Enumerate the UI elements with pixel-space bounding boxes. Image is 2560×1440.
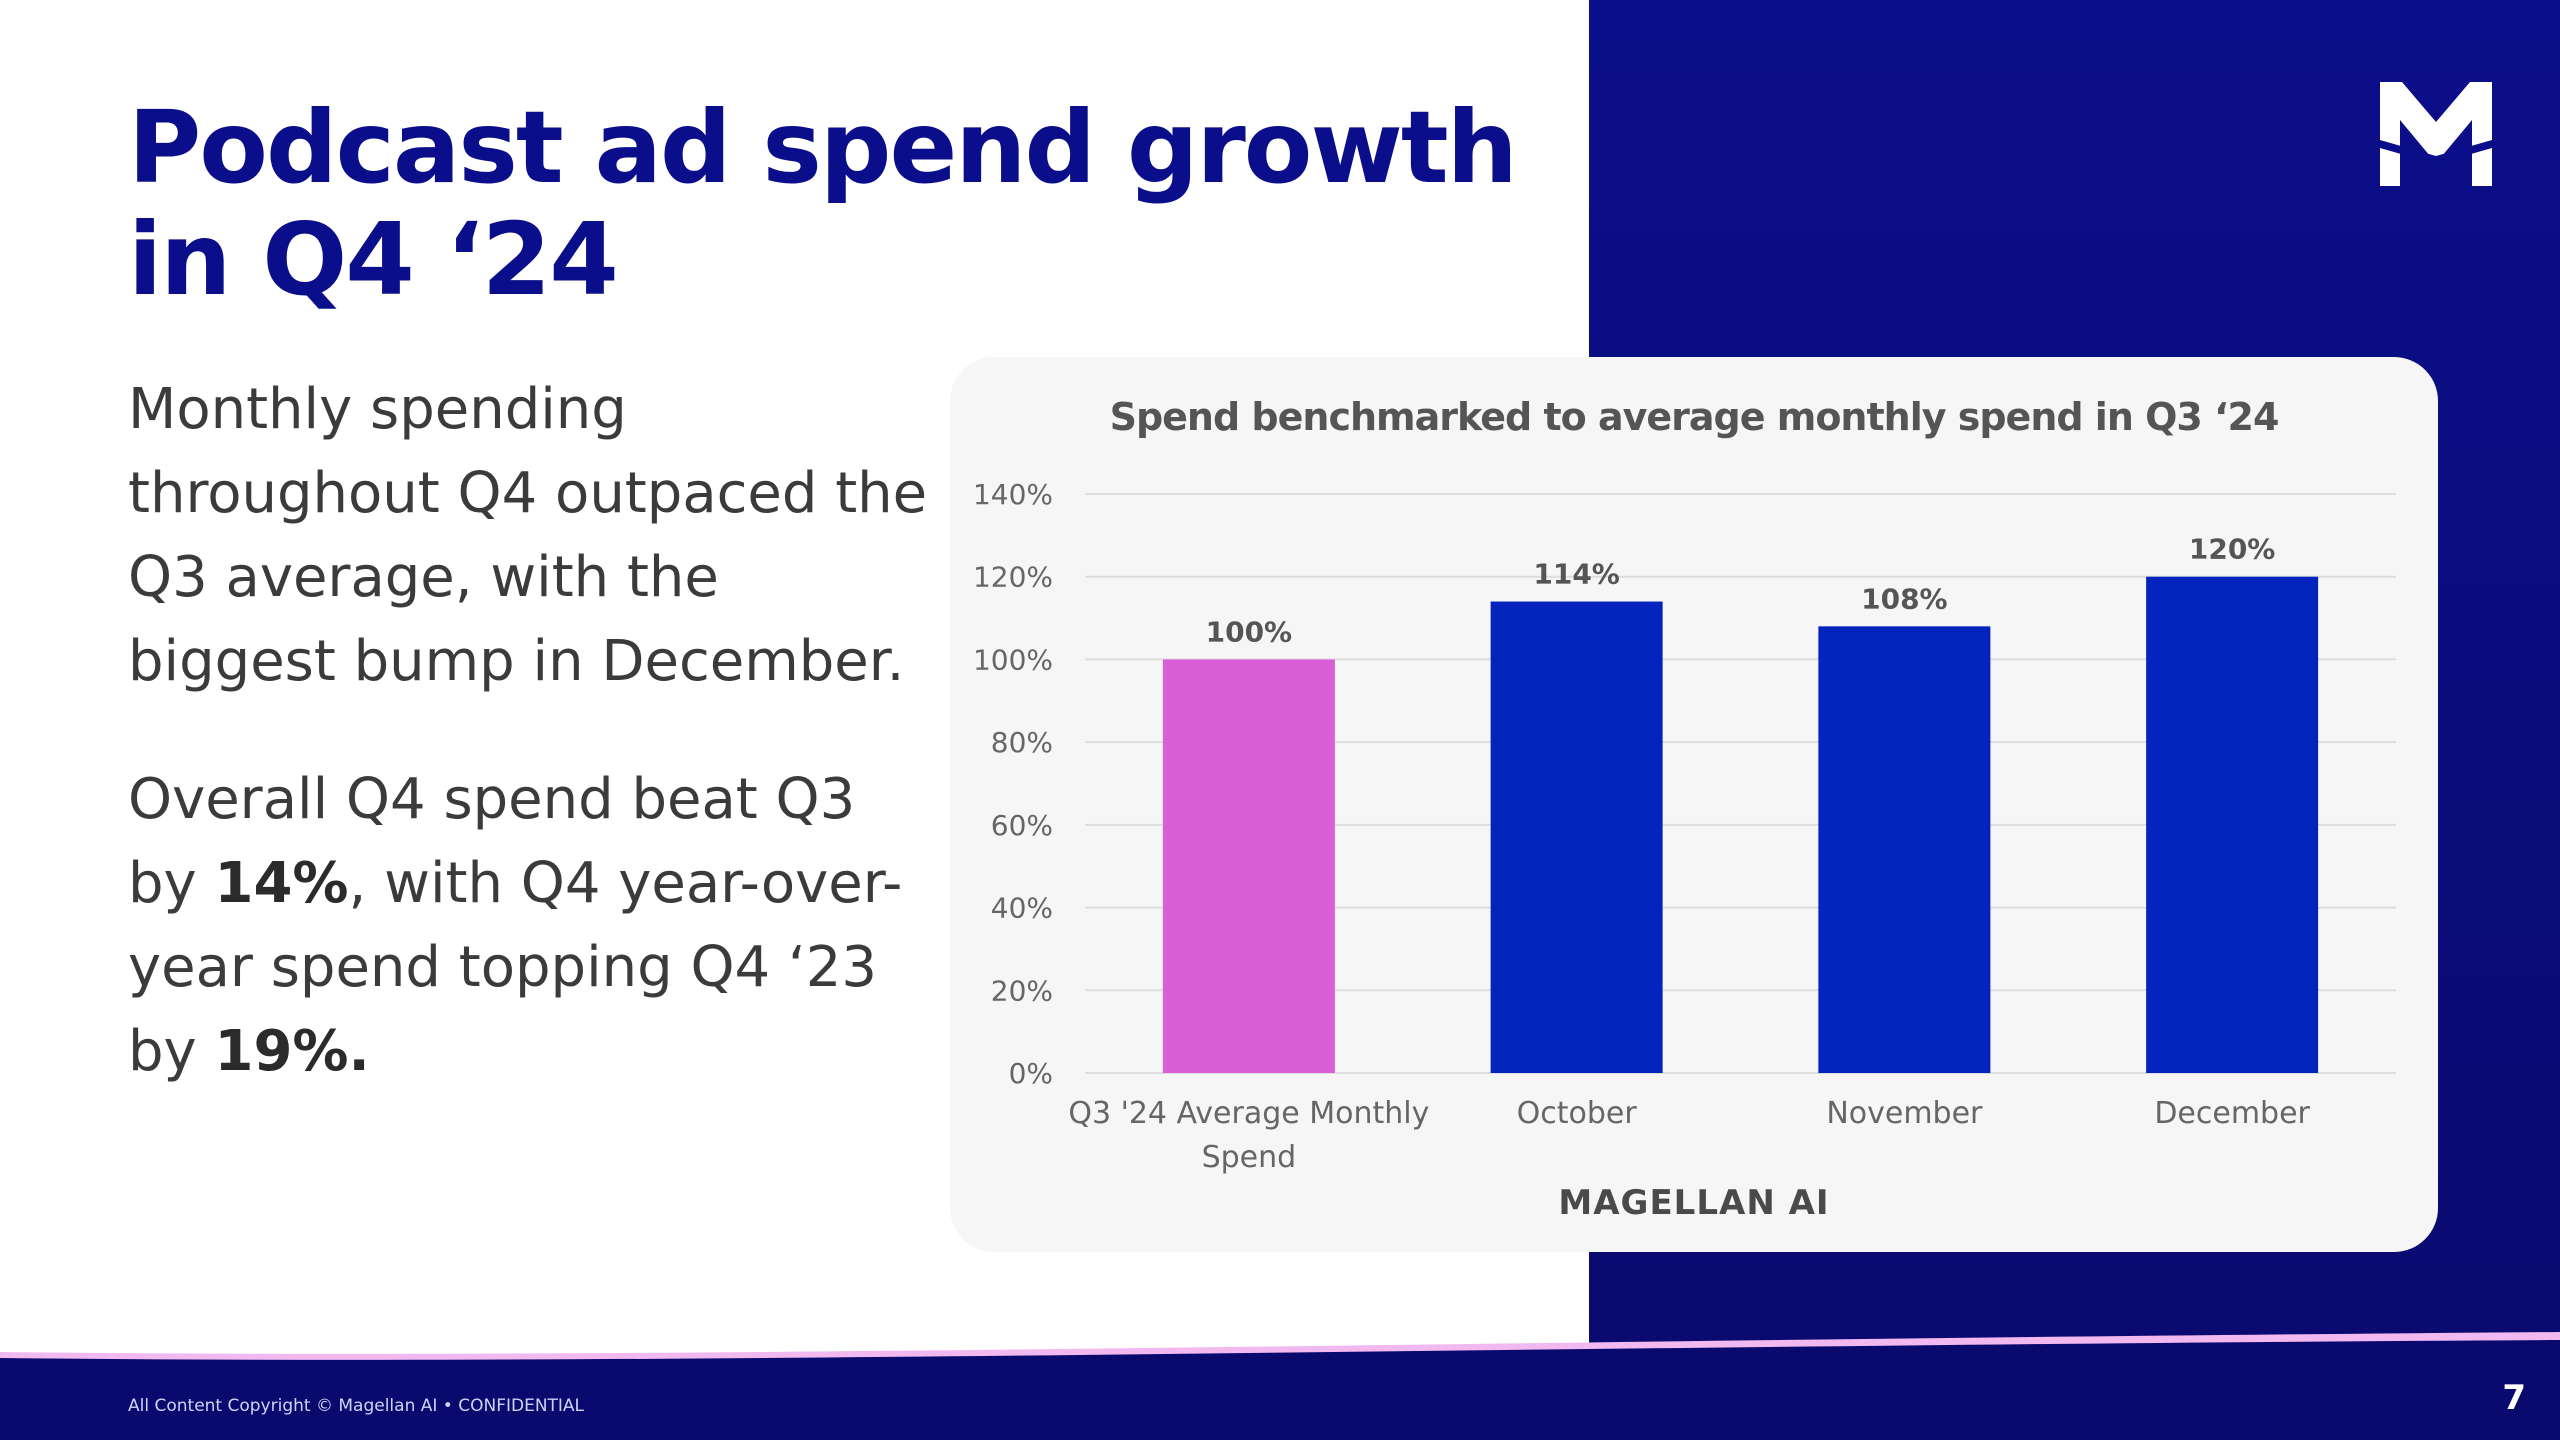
overall-text-part2: , with Q4 year-over-year spend topping Q…	[128, 851, 903, 1084]
footer-band	[0, 1330, 2560, 1440]
data-label: 108%	[1861, 582, 1948, 615]
footer-wave	[0, 1332, 2560, 1440]
y-tick-label: 140%	[973, 478, 1053, 511]
y-tick-label: 80%	[991, 726, 1053, 759]
x-tick-label: Spend	[1202, 1140, 1297, 1175]
overall-text-part1: Overall Q4 spend beat Q3 by	[128, 767, 856, 916]
chart-card: Spend benchmarked to average monthly spe…	[950, 357, 2438, 1252]
bar	[1490, 601, 1663, 1073]
y-tick-label: 20%	[991, 974, 1053, 1007]
chart-title: Spend benchmarked to average monthly spe…	[1109, 395, 2280, 439]
overall-highlight-14: 14%	[214, 851, 349, 916]
bar-chart: 0% 20% 40% 60% 80% 100% 120% 140% 100% Q3 '24 Ave…	[973, 478, 2396, 1175]
magellan-watermark: MAGELLAN AI	[1558, 1183, 1830, 1223]
magellan-m-logo-icon	[2380, 82, 2492, 186]
y-tick-label: 120%	[973, 561, 1053, 594]
paragraph-monthly-spending: Monthly spending throughout Q4 outpaced …	[128, 377, 928, 694]
bar	[1162, 659, 1335, 1073]
y-tick-label: 0%	[1009, 1057, 1053, 1090]
x-tick-label: December	[2154, 1096, 2310, 1131]
body-text: Monthly spending throughout Q4 outpaced …	[128, 368, 928, 1094]
paragraph-overall-spend: Overall Q4 spend beat Q3 by 14%, with Q4…	[128, 758, 928, 1094]
data-label: 120%	[2189, 533, 2276, 566]
data-label: 114%	[1533, 558, 1620, 591]
x-tick-label: November	[1826, 1096, 1983, 1131]
data-label: 100%	[1206, 615, 1293, 648]
x-tick-label: October	[1517, 1096, 1638, 1131]
y-tick-label: 100%	[973, 643, 1053, 676]
y-tick-label: 40%	[991, 892, 1053, 925]
copyright-footer: All Content Copyright © Magellan AI • CO…	[128, 1396, 585, 1416]
bar	[2146, 576, 2319, 1073]
overall-highlight-19: 19%.	[214, 1019, 370, 1084]
bar	[1818, 626, 1991, 1073]
y-tick-label: 60%	[991, 809, 1053, 842]
page-number: 7	[2502, 1378, 2526, 1418]
x-tick-label: Q3 '24 Average Monthly	[1068, 1096, 1429, 1131]
slide-title: Podcast ad spend growth in Q4 ‘24	[128, 89, 1518, 318]
